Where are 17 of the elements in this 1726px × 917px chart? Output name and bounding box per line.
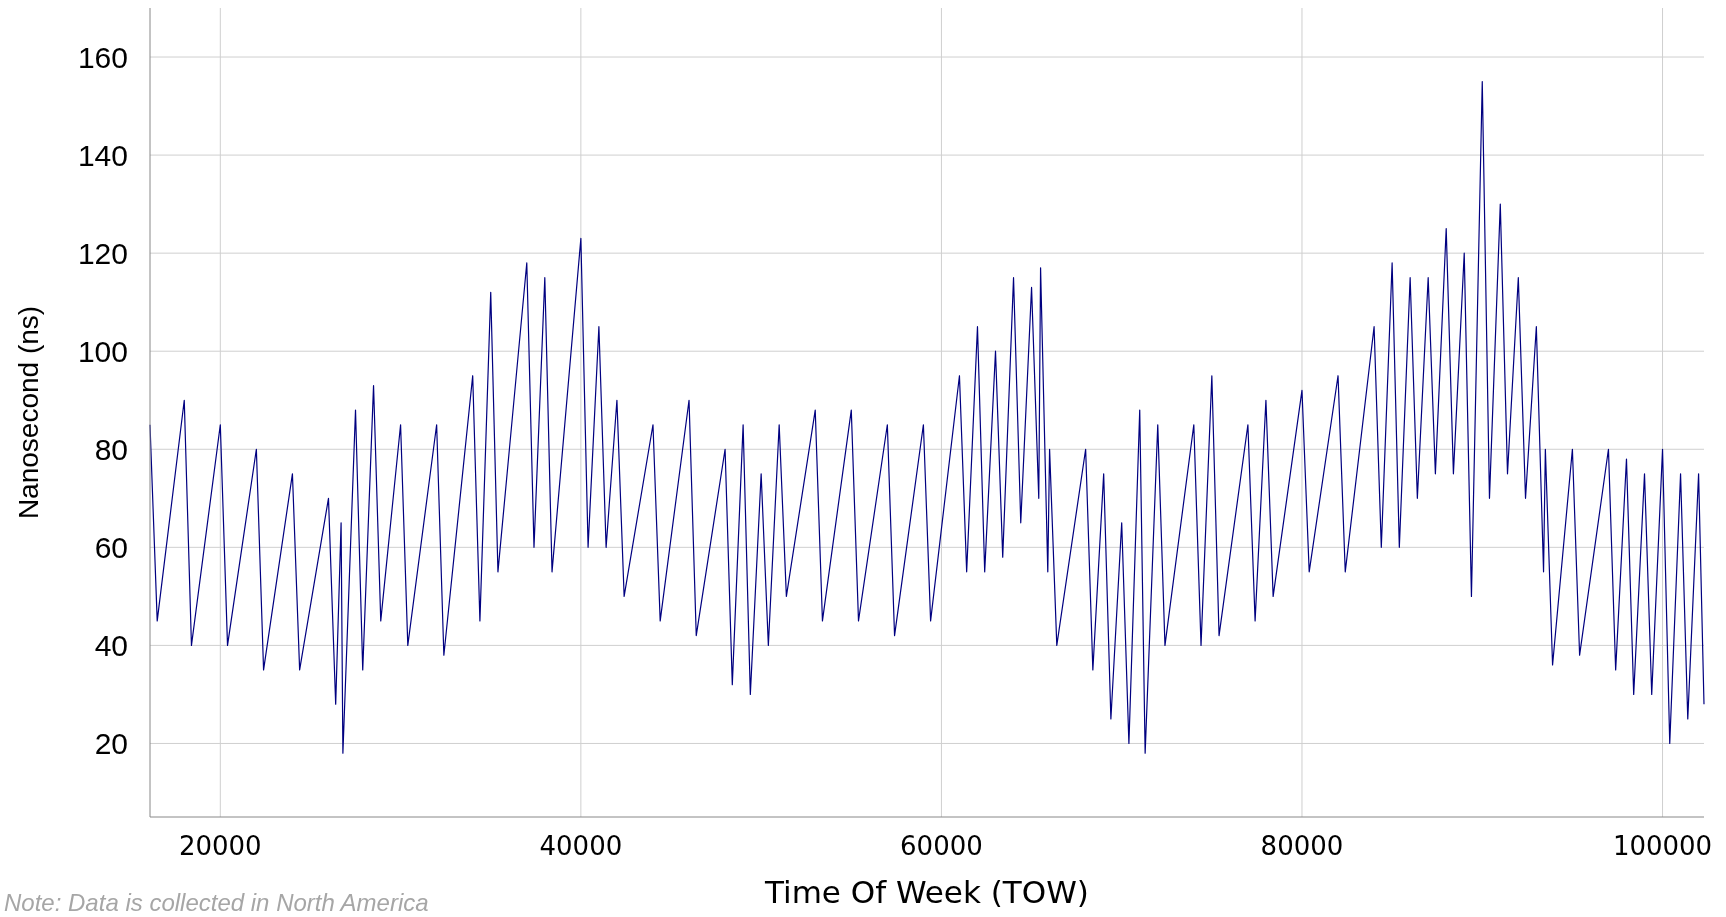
- y-tick-label: 80: [94, 432, 128, 466]
- x-tick-label: 40000: [539, 831, 623, 861]
- y-tick-label: 140: [77, 138, 128, 172]
- x-tick-label: 80000: [1260, 831, 1344, 861]
- x-tick-label: 100000: [1612, 831, 1713, 861]
- y-tick-label: 40: [94, 628, 128, 662]
- y-tick-label: 120: [77, 236, 128, 270]
- text: Note: Data is collected in North America: [4, 889, 429, 916]
- y-tick-label: 160: [77, 40, 128, 74]
- x-tick-label: 20000: [178, 831, 262, 861]
- y-axis-title: Nanosecond (ns): [13, 305, 44, 520]
- x-axis-title: Time Of Week (TOW): [764, 874, 1089, 910]
- line-series: [149, 80, 1705, 754]
- y-tick-label: 20: [94, 726, 128, 760]
- x-tick-label: 60000: [900, 831, 983, 861]
- y-tick-label: 60: [94, 530, 128, 564]
- y-tick-label: 100: [77, 334, 128, 368]
